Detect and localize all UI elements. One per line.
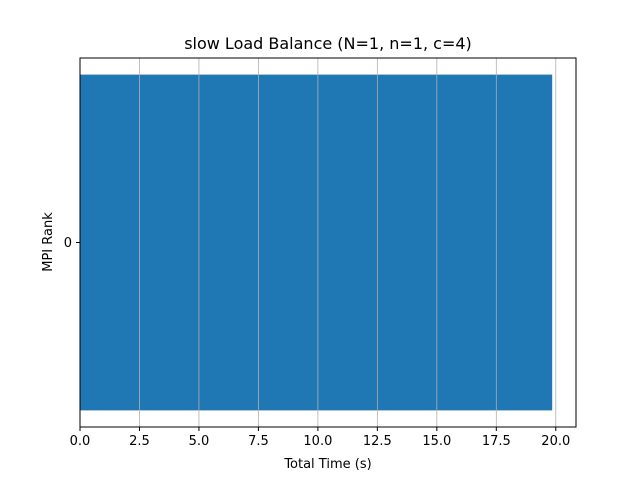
y-tick-label: 0 — [64, 236, 72, 251]
x-tick-label: 2.5 — [129, 434, 150, 449]
y-axis-label: MPI Rank — [41, 212, 56, 272]
x-tick-label: 15.0 — [422, 434, 451, 449]
bars — [80, 74, 553, 411]
x-tick-label: 17.5 — [482, 434, 511, 449]
x-tick-label: 20.0 — [541, 434, 570, 449]
gridlines — [139, 58, 557, 427]
x-tick-label: 7.5 — [248, 434, 269, 449]
chart-title: slow Load Balance (N=1, n=1, c=4) — [184, 34, 472, 53]
x-tick-label: 12.5 — [363, 434, 392, 449]
x-axis-ticks: 0.0 2.5 5.0 7.5 10.0 12.5 15.0 17.5 20.0 — [70, 427, 570, 449]
x-tick-label: 0.0 — [70, 434, 91, 449]
x-tick-label: 10.0 — [303, 434, 332, 449]
y-axis-ticks: 0 — [64, 236, 80, 251]
bar-rank-0 — [80, 74, 553, 411]
x-tick-label: 5.0 — [189, 434, 210, 449]
x-axis-label: Total Time (s) — [283, 457, 371, 472]
